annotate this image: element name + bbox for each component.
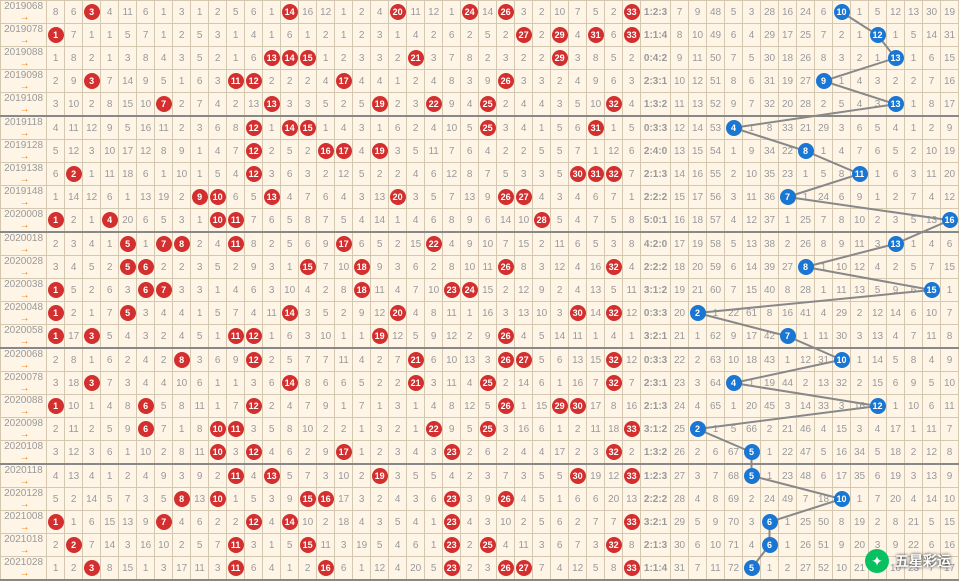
blue-ball: 8 (798, 259, 814, 275)
blue-ball: 13 (888, 50, 904, 66)
blue-ball: 7 (780, 189, 796, 205)
blue-ball: 7 (780, 328, 796, 344)
blue-ball: 5 (744, 468, 760, 484)
blue-ball: 11 (852, 166, 868, 182)
wechat-icon: ✦ (865, 549, 889, 573)
blue-ball: 13 (888, 236, 904, 252)
blue-ball: 10 (834, 352, 850, 368)
blue-ball: 9 (816, 73, 832, 89)
blue-ball: 8 (798, 143, 814, 159)
blue-ball: 12 (870, 27, 886, 43)
blue-ball: 10 (834, 491, 850, 507)
blue-ball: 13 (888, 96, 904, 112)
watermark-text: 五星彩运 (895, 551, 951, 571)
blue-ball: 4 (726, 120, 742, 136)
blue-ball: 6 (762, 537, 778, 553)
watermark: ✦ 五星彩运 (865, 549, 951, 573)
blue-ball: 10 (834, 4, 850, 20)
blue-ball: 6 (762, 514, 778, 530)
blue-ball: 4 (726, 375, 742, 391)
blue-ball: 2 (690, 305, 706, 321)
blue-ball: 2 (690, 421, 706, 437)
blue-ball: 16 (942, 212, 958, 228)
blue-ball: 5 (744, 444, 760, 460)
blue-ball: 15 (924, 282, 940, 298)
blue-ball: 12 (870, 398, 886, 414)
blue-ball: 5 (744, 560, 760, 576)
